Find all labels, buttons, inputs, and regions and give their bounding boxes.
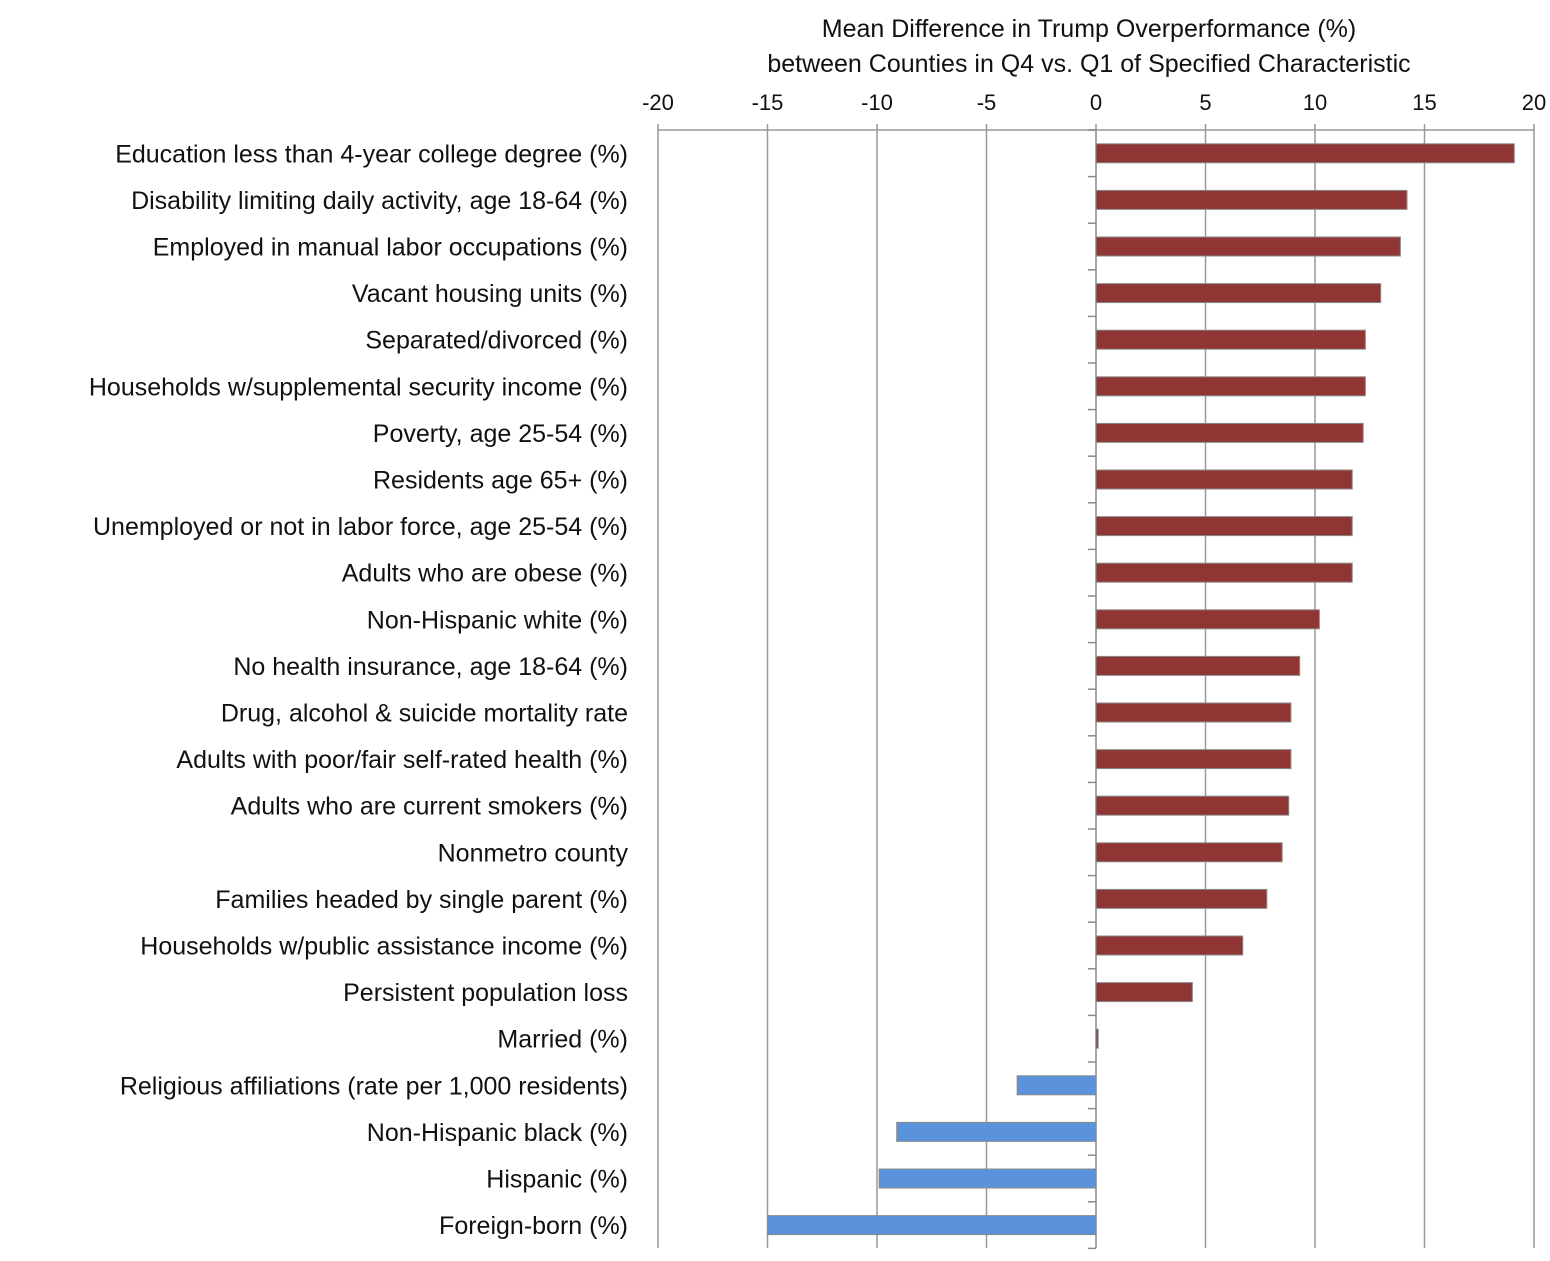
x-tick-label: 20: [1522, 90, 1546, 115]
x-axis-ticks: -20 -15 -10 -5 0 5 10 15 20: [642, 90, 1546, 130]
bar: [1095, 516, 1353, 537]
bar: [1095, 283, 1382, 304]
x-tick-label: 10: [1303, 90, 1327, 115]
category-label: Nonmetro county: [438, 839, 629, 867]
category-label: Non-Hispanic white (%): [367, 606, 628, 634]
bar: [767, 1215, 1097, 1236]
bar: [1095, 795, 1290, 816]
category-label: Unemployed or not in labor force, age 25…: [93, 513, 628, 541]
bars: [767, 143, 1515, 1236]
bar: [878, 1168, 1097, 1189]
category-labels: Education less than 4-year college degre…: [89, 140, 629, 1240]
bar: [1095, 655, 1301, 676]
category-label: Adults with poor/fair self-rated health …: [176, 746, 628, 774]
bar: [1095, 422, 1364, 443]
bar: [896, 1121, 1097, 1142]
category-label: Persistent population loss: [343, 979, 628, 1007]
bar: [1095, 749, 1292, 770]
x-tick-label: -10: [861, 90, 893, 115]
x-tick-label: -5: [977, 90, 997, 115]
bar: [1095, 935, 1244, 956]
category-label: Hispanic (%): [486, 1166, 628, 1194]
bar: [1095, 982, 1193, 1003]
chart-title-line-2: between Counties in Q4 vs. Q1 of Specifi…: [767, 50, 1410, 78]
x-tick-label: -20: [642, 90, 674, 115]
category-label: Poverty, age 25-54 (%): [373, 420, 628, 448]
chart-title-line-1: Mean Difference in Trump Overperformance…: [822, 15, 1356, 43]
grid-lines: [657, 129, 1535, 1250]
category-label: Adults who are obese (%): [342, 560, 628, 588]
category-label: Vacant housing units (%): [352, 280, 628, 308]
bar: [1016, 1075, 1097, 1096]
x-tick-label: 0: [1090, 90, 1102, 115]
category-label: Families headed by single parent (%): [215, 886, 628, 914]
category-label: Married (%): [497, 1026, 628, 1054]
bar: [1095, 562, 1353, 583]
category-label: Employed in manual labor occupations (%): [153, 234, 628, 262]
category-label: Non-Hispanic black (%): [367, 1119, 628, 1147]
bar: [1095, 609, 1320, 630]
category-label: Households w/public assistance income (%…: [140, 933, 628, 961]
bar: [1095, 376, 1366, 397]
category-label: Foreign-born (%): [439, 1212, 628, 1240]
category-label: Separated/divorced (%): [365, 327, 628, 355]
x-tick-label: 15: [1412, 90, 1436, 115]
category-label: Education less than 4-year college degre…: [115, 140, 628, 168]
category-label: Disability limiting daily activity, age …: [131, 187, 628, 215]
category-label: Residents age 65+ (%): [373, 467, 628, 495]
category-label: Religious affiliations (rate per 1,000 r…: [120, 1072, 628, 1100]
bar: [1095, 236, 1401, 257]
x-tick-label: -15: [752, 90, 784, 115]
bar: [1095, 143, 1515, 164]
bar: [1095, 888, 1268, 909]
bar: [1095, 702, 1292, 723]
category-label: Adults who are current smokers (%): [231, 793, 628, 821]
bar: [1095, 189, 1408, 210]
category-label: No health insurance, age 18-64 (%): [233, 653, 628, 681]
bar: [1095, 1028, 1099, 1049]
category-label: Drug, alcohol & suicide mortality rate: [221, 700, 628, 728]
bar: [1095, 329, 1366, 350]
category-label: Households w/supplemental security incom…: [89, 373, 628, 401]
bar: [1095, 469, 1353, 490]
x-tick-label: 5: [1199, 90, 1211, 115]
bar: [1095, 842, 1283, 863]
